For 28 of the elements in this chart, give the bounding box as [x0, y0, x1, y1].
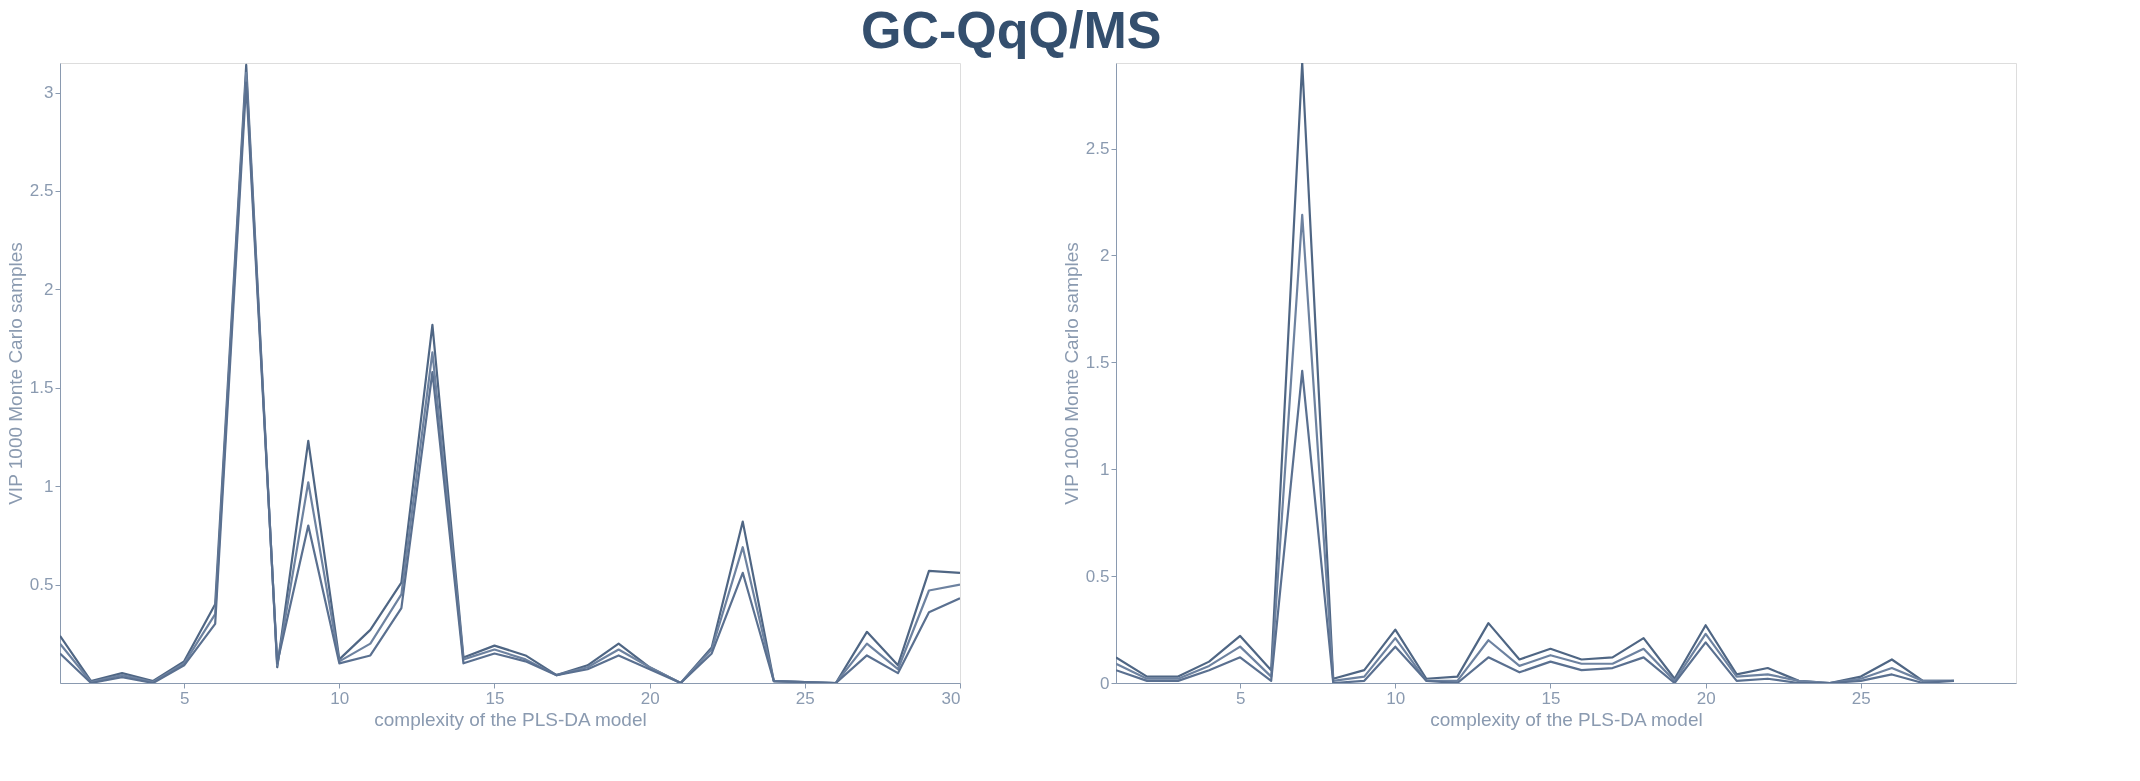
x-axis-title: complexity of the PLS-DA model [374, 708, 647, 730]
y-axis-title: VIP 1000 Monte Carlo samples [4, 242, 26, 505]
y-tick-label: 1.5 [29, 378, 54, 398]
x-tick-label: 20 [1696, 688, 1716, 708]
x-tick-label: 25 [795, 688, 815, 708]
x-tick-label: 25 [1851, 688, 1871, 708]
y-tick-label: 0.5 [1085, 566, 1110, 586]
y-tick-label: 0.5 [29, 575, 54, 595]
y-tick-label: 1 [44, 476, 54, 496]
y-tick-label: 2.5 [1085, 139, 1110, 159]
x-tick-label: 5 [1235, 688, 1246, 708]
x-tick-label: 15 [1541, 688, 1561, 708]
chart-title: GC-QqQ/MS [860, 0, 1162, 59]
x-tick-label: 15 [485, 688, 505, 708]
x-tick-label: 5 [179, 688, 190, 708]
x-tick-label: 30 [941, 688, 961, 708]
y-tick-label: 1 [1100, 459, 1110, 479]
x-axis-title: complexity of the PLS-DA model [1430, 708, 1703, 730]
y-tick-label: 0 [1100, 673, 1110, 693]
x-tick-label: 20 [640, 688, 660, 708]
y-tick-label: 2 [44, 279, 54, 299]
y-tick-label: 2.5 [29, 181, 54, 201]
x-tick-label: 10 [330, 688, 350, 708]
y-tick-label: 3 [44, 83, 54, 103]
y-tick-label: 2 [1100, 245, 1110, 265]
y-tick-label: 1.5 [1085, 352, 1110, 372]
y-axis-title: VIP 1000 Monte Carlo samples [1060, 242, 1082, 505]
x-tick-label: 10 [1386, 688, 1406, 708]
